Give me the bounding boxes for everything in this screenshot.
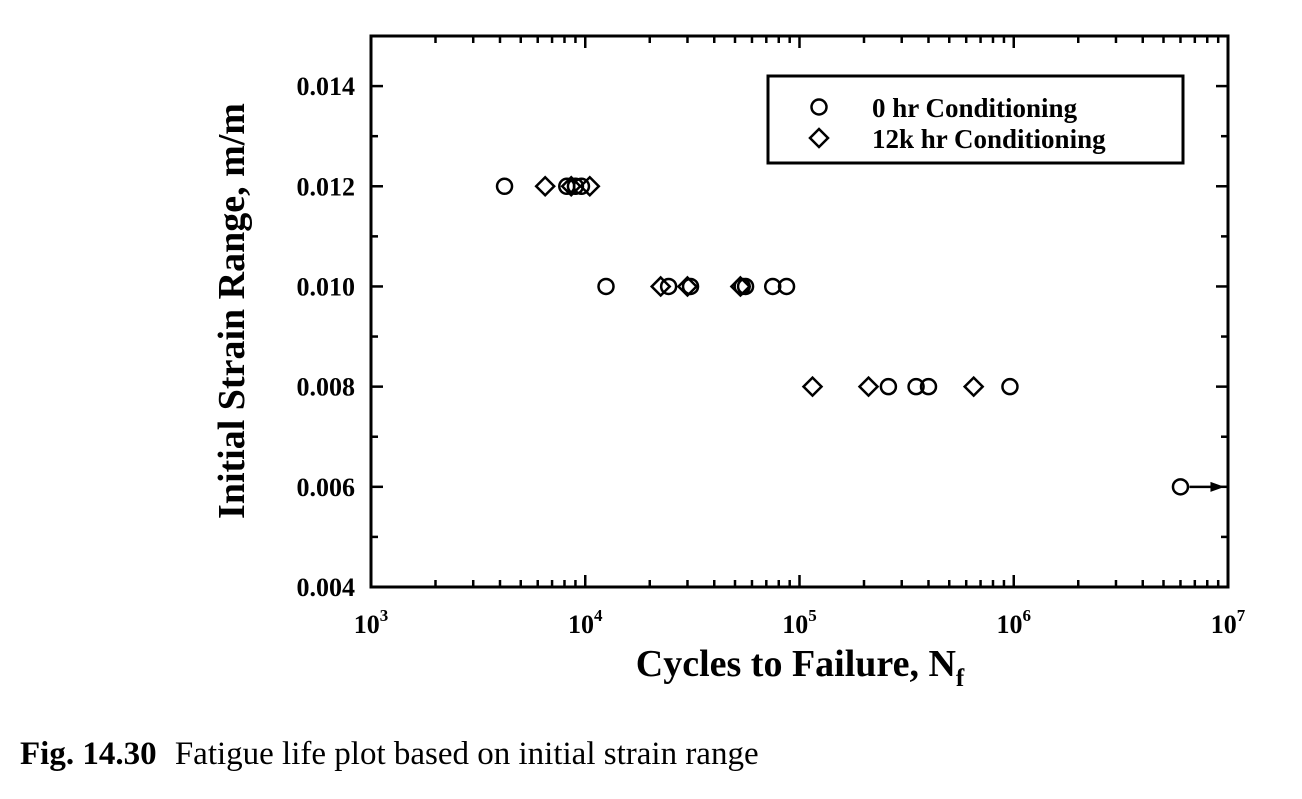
y-tick-label: 0.014 [297,72,356,101]
x-tick-label: 103 [354,606,389,639]
circle-point [777,277,796,296]
legend-diamond-marker [808,127,830,149]
plot-frame [369,34,1230,589]
diamond-point [649,275,672,298]
circle-point [566,177,585,196]
x-tick-label-base: 10 [568,610,594,639]
y-axis-title: Initial Strain Range, m/m [211,103,253,519]
y-tick-label: 0.010 [297,272,356,301]
circle-point [919,377,938,396]
y-tick-label: 0.008 [297,373,356,402]
x-tick-label-base: 10 [997,610,1023,639]
data-points [495,175,1225,496]
figure-number: Fig. 14.30 [20,736,157,772]
circle-point [1171,478,1190,496]
y-tick-labels: 0.004 0.006 0.008 0.010 0.012 0.014 [297,72,356,602]
x-axis-title-subscript: f [956,665,965,692]
circle-point [597,277,615,296]
x-tick-label: 105 [782,606,817,639]
legend-circle-marker [810,98,828,116]
diamond-point [729,275,752,298]
circle-point [572,177,591,196]
x-tick-labels: 103 104 105 106 107 [354,606,1246,639]
x-tick-label: 104 [568,606,603,639]
y-tick-label: 0.012 [297,172,356,201]
diamond-point [676,275,699,298]
diamond-point [962,375,985,398]
y-tick-label: 0.004 [297,573,356,602]
legend-label-0hr: 0 hr Conditioning [872,93,1078,123]
x-tick-label: 107 [1211,606,1246,639]
x-tick-label-base: 10 [354,610,380,639]
x-tick-label-exponent: 3 [380,606,389,625]
diamond-point [857,375,880,398]
diamond-point [560,175,582,198]
x-tick-label-exponent: 7 [1237,606,1246,625]
x-tick-label-exponent: 4 [594,606,603,625]
circle-point [495,177,514,196]
x-tick-label-base: 10 [1211,610,1237,639]
x-tick-label-exponent: 5 [808,606,817,625]
legend: 0 hr Conditioning 12k hr Conditioning [766,74,1185,165]
legend-box [766,74,1185,165]
circle-point [736,277,755,296]
diamond-point [534,175,556,198]
legend-label-12k: 12k hr Conditioning [872,124,1106,154]
runout-arrow-head [1210,481,1225,492]
y-tick-label: 0.006 [297,473,356,502]
x-axis-title: Cycles to Failure, Nf [636,643,965,692]
circle-point [907,377,925,396]
diamond-point [801,375,824,398]
circle-point [659,277,678,296]
x-tick-label-base: 10 [782,610,808,639]
circle-point [879,377,898,396]
circle-point [1001,377,1019,396]
figure-caption-text: Fatigue life plot based on initial strai… [174,736,759,772]
x-tick-label-exponent: 6 [1023,606,1032,625]
x-tick-label: 106 [997,606,1032,639]
figure-caption: Fig. 14.30 Fatigue life plot based on in… [20,736,759,773]
diamond-point [579,175,601,198]
x-axis-title-main: Cycles to Failure, N [636,643,956,685]
